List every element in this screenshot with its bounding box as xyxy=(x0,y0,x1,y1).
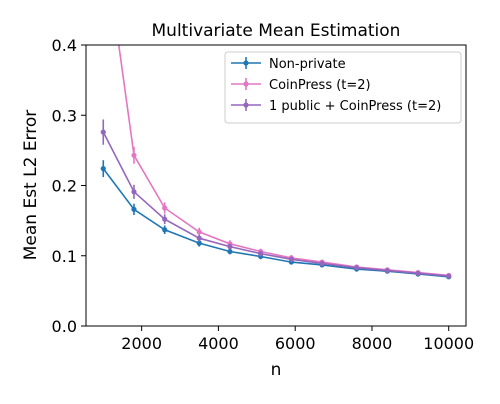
y-tick-label: 0.0 xyxy=(52,317,77,336)
legend-label: CoinPress (t=2) xyxy=(269,78,371,93)
legend-entry: Non-private xyxy=(231,57,346,72)
data-point xyxy=(131,152,137,158)
x-tick-label: 4000 xyxy=(198,334,239,353)
y-tick-label: 0.3 xyxy=(52,106,77,125)
series-line xyxy=(102,168,449,278)
series-1 xyxy=(100,160,452,280)
data-point xyxy=(446,273,452,279)
y-tick-label: 0.4 xyxy=(52,36,77,55)
data-point xyxy=(100,166,106,172)
data-point xyxy=(227,248,233,255)
legend-label: 1 public + CoinPress (t=2) xyxy=(269,99,441,114)
legend-swatch-marker xyxy=(243,60,249,66)
x-axis-label: n xyxy=(271,360,282,380)
data-point xyxy=(227,244,233,250)
data-point xyxy=(196,240,202,246)
y-tick-label: 0.2 xyxy=(52,177,77,196)
legend: Non-private CoinPress (t=2) 1 public + Coi… xyxy=(224,51,462,124)
data-point xyxy=(131,189,137,195)
legend-entry: 1 public + CoinPress (t=2) xyxy=(231,99,441,114)
x-tick-label: 8000 xyxy=(352,334,393,353)
legend-swatch-marker xyxy=(243,102,249,108)
x-tick-label: 2000 xyxy=(121,334,162,353)
data-point xyxy=(288,256,294,262)
y-tick-label: 0.1 xyxy=(52,247,77,266)
x-axis-ticks: 2000 4000 6000 8000 10000 xyxy=(121,326,474,353)
y-axis-label: Mean Est L2 Error xyxy=(21,110,41,261)
series-2 xyxy=(117,45,452,279)
data-point xyxy=(100,129,106,135)
data-point xyxy=(258,251,264,257)
x-tick-label: 10000 xyxy=(423,334,474,353)
data-point xyxy=(354,265,360,271)
legend-entry: CoinPress (t=2) xyxy=(231,78,371,93)
series-line xyxy=(102,131,449,277)
data-point xyxy=(319,260,325,267)
chart-title: Multivariate Mean Estimation xyxy=(152,21,401,41)
plot-frame xyxy=(85,44,467,327)
series-line xyxy=(117,45,449,277)
y-axis-ticks: 0.0 0.1 0.2 0.3 0.4 xyxy=(52,36,86,336)
legend-box xyxy=(224,51,462,124)
data-point xyxy=(384,267,390,274)
data-point xyxy=(196,235,202,241)
series-layer xyxy=(100,45,452,280)
legend-label: Non-private xyxy=(269,57,346,72)
data-point xyxy=(162,216,168,222)
data-point xyxy=(162,227,168,233)
legend-swatch-marker xyxy=(243,81,249,87)
series-3 xyxy=(100,119,452,279)
data-point xyxy=(131,206,137,212)
x-tick-label: 6000 xyxy=(275,334,316,353)
data-point xyxy=(162,205,168,211)
data-point xyxy=(415,270,421,276)
data-point xyxy=(196,229,202,235)
